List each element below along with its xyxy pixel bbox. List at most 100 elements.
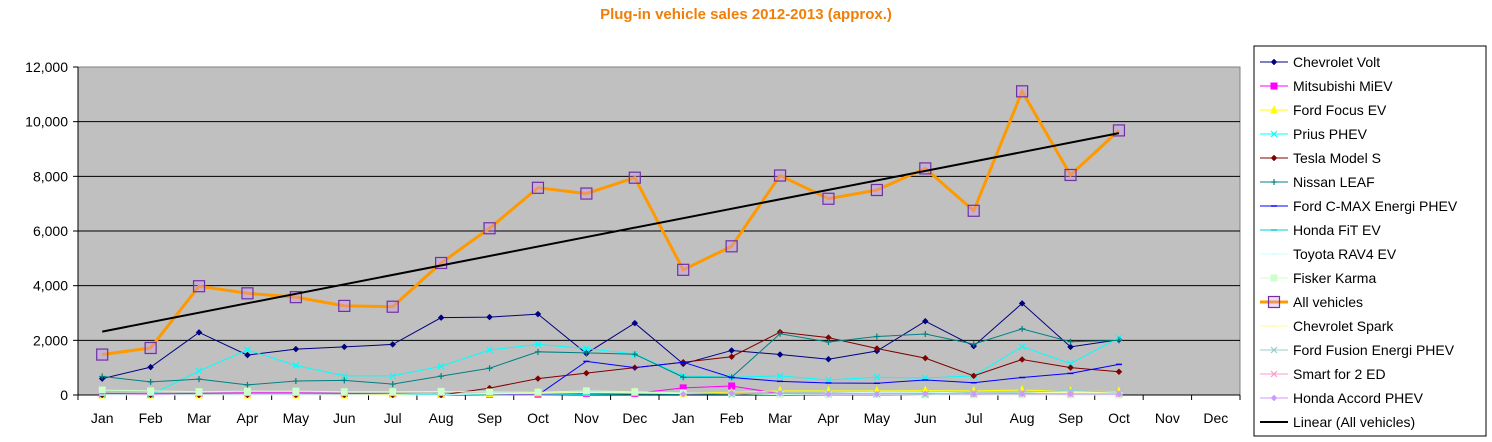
data-point — [873, 390, 881, 398]
data-point — [776, 372, 784, 380]
data-point — [1270, 274, 1278, 282]
data-point — [776, 351, 784, 358]
data-point — [873, 333, 880, 340]
legend-entry: Honda Accord PHEV — [1260, 390, 1424, 406]
data-point — [437, 362, 445, 370]
data-point — [486, 365, 493, 372]
data-point — [728, 389, 735, 397]
x-tick-label: Nov — [574, 410, 599, 426]
gridlines — [78, 121, 1240, 341]
data-point — [534, 375, 542, 382]
data-point — [96, 348, 109, 361]
chart-title: Plug-in vehicle sales 2012-2013 (approx.… — [600, 6, 892, 23]
data-point — [437, 387, 445, 395]
data-point — [1067, 360, 1074, 367]
legend-entry: Chevrolet Volt — [1260, 54, 1380, 70]
x-tick-label: Jan — [91, 410, 114, 426]
data-point — [244, 381, 251, 388]
x-tick-label: May — [864, 410, 890, 426]
data-point — [340, 372, 348, 380]
data-point — [389, 388, 397, 396]
data-point — [1270, 154, 1278, 162]
series-all-vehicles — [96, 85, 1126, 361]
trendline — [102, 132, 1120, 333]
data-point — [340, 343, 348, 351]
series-nissan-leaf — [99, 325, 1122, 388]
data-point — [583, 349, 590, 356]
data-point — [1115, 390, 1123, 398]
data-point — [921, 390, 929, 397]
data-point — [873, 345, 881, 352]
y-axis: 0 2,000 4,000 6,000 8,000 10,000 12,000 — [25, 59, 79, 403]
data-point — [1018, 300, 1026, 307]
x-tick-label: Sep — [1058, 410, 1083, 426]
legend: Chevrolet Volt Mitsubishi MiEV Ford Focus … — [1253, 45, 1487, 437]
data-point — [1018, 356, 1026, 363]
data-point — [241, 287, 254, 300]
x-tick-label: Apr — [237, 410, 259, 426]
x-tick-label: Mar — [768, 410, 792, 426]
data-point — [196, 376, 203, 383]
legend-label: Toyota RAV4 EV — [1293, 246, 1397, 262]
data-point — [1018, 343, 1026, 351]
data-point — [1016, 85, 1029, 98]
x-tick-label: Oct — [1108, 410, 1130, 426]
series-line — [102, 337, 1120, 396]
legend-entry: Toyota RAV4 EV — [1260, 246, 1397, 262]
data-point — [1270, 346, 1278, 354]
legend-label: Mitsubishi MiEV — [1293, 78, 1393, 94]
series-line — [102, 391, 1119, 396]
data-point — [679, 390, 687, 398]
data-point — [389, 341, 397, 348]
data-point — [825, 355, 832, 363]
data-point — [970, 390, 978, 398]
data-point — [483, 222, 496, 235]
legend-label: Linear (All vehicles) — [1293, 414, 1415, 430]
data-point — [534, 341, 542, 348]
data-point — [147, 387, 155, 395]
x-tick-label: Apr — [818, 410, 840, 426]
x-tick-label: Jan — [672, 410, 695, 426]
data-point — [1270, 130, 1278, 138]
data-point — [873, 373, 881, 381]
data-point — [825, 376, 832, 384]
data-point — [486, 388, 494, 396]
data-point — [870, 183, 883, 197]
data-point — [386, 300, 399, 313]
legend-entry: Ford Focus EV — [1260, 102, 1387, 118]
legend-label: Tesla Model S — [1293, 150, 1381, 166]
data-point — [147, 363, 154, 371]
data-point — [773, 169, 787, 182]
legend-entry: Nissan LEAF — [1260, 174, 1375, 190]
data-point — [777, 330, 784, 337]
legend-label: Ford C-MAX Energi PHEV — [1293, 198, 1458, 214]
y-tick-label: 8,000 — [33, 168, 68, 184]
data-point — [631, 351, 638, 358]
x-tick-label: Jun — [914, 410, 937, 426]
data-point — [822, 192, 835, 205]
x-tick-label: Dec — [622, 410, 647, 426]
legend-entry: Fisker Karma — [1260, 270, 1376, 286]
data-point — [389, 372, 397, 380]
data-point — [292, 387, 300, 395]
series-layer — [96, 85, 1126, 399]
data-point — [1067, 364, 1074, 372]
data-point — [1270, 104, 1278, 114]
data-point — [1112, 124, 1126, 137]
data-point — [195, 367, 203, 375]
x-axis: Jan Feb Mar Apr May Jun Jul Aug Sep Oct Nov Dec Jan F… — [77, 394, 1241, 426]
data-point — [486, 313, 493, 321]
data-point — [582, 387, 590, 395]
x-tick-label: Sep — [477, 410, 502, 426]
legend-box — [1253, 45, 1487, 437]
trendline-layer — [102, 132, 1120, 333]
y-tick-label: 12,000 — [25, 59, 68, 75]
data-point — [825, 390, 832, 398]
legend-label: Smart for 2 ED — [1293, 366, 1386, 382]
data-point — [1270, 82, 1278, 90]
data-point — [340, 388, 348, 396]
data-point — [1064, 168, 1077, 182]
data-point — [435, 256, 448, 270]
x-tick-label: Mar — [187, 410, 211, 426]
data-point — [531, 181, 545, 194]
